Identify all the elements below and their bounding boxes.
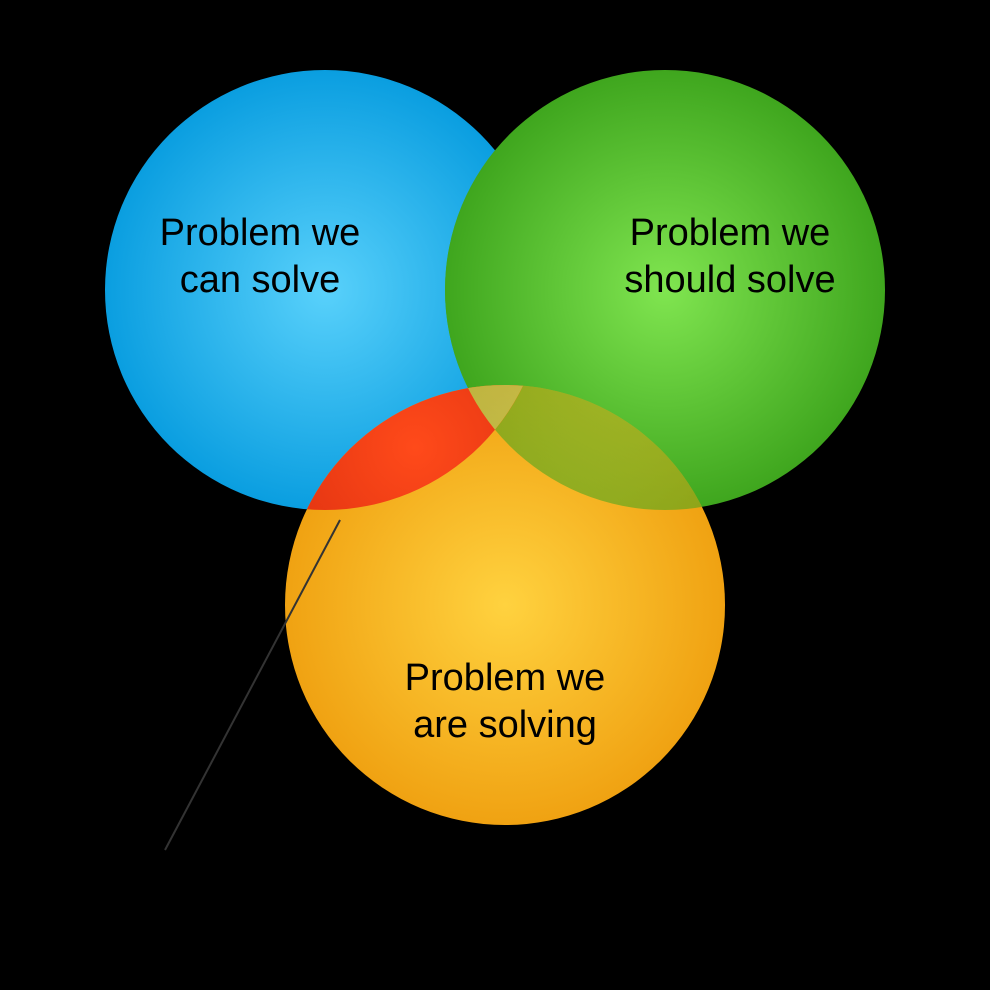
venn-diagram: Problem we can solve Problem we should solv… <box>0 0 990 990</box>
circle-right-label-line2: should solve <box>624 259 835 301</box>
circle-bottom-label-line2: are solving <box>413 704 597 746</box>
circle-right-label-line1: Problem we <box>630 212 831 254</box>
circle-bottom-label-line1: Problem we <box>405 657 606 699</box>
circle-left-label-line1: Problem we <box>160 212 361 254</box>
circle-left-label-line2: can solve <box>180 259 341 301</box>
